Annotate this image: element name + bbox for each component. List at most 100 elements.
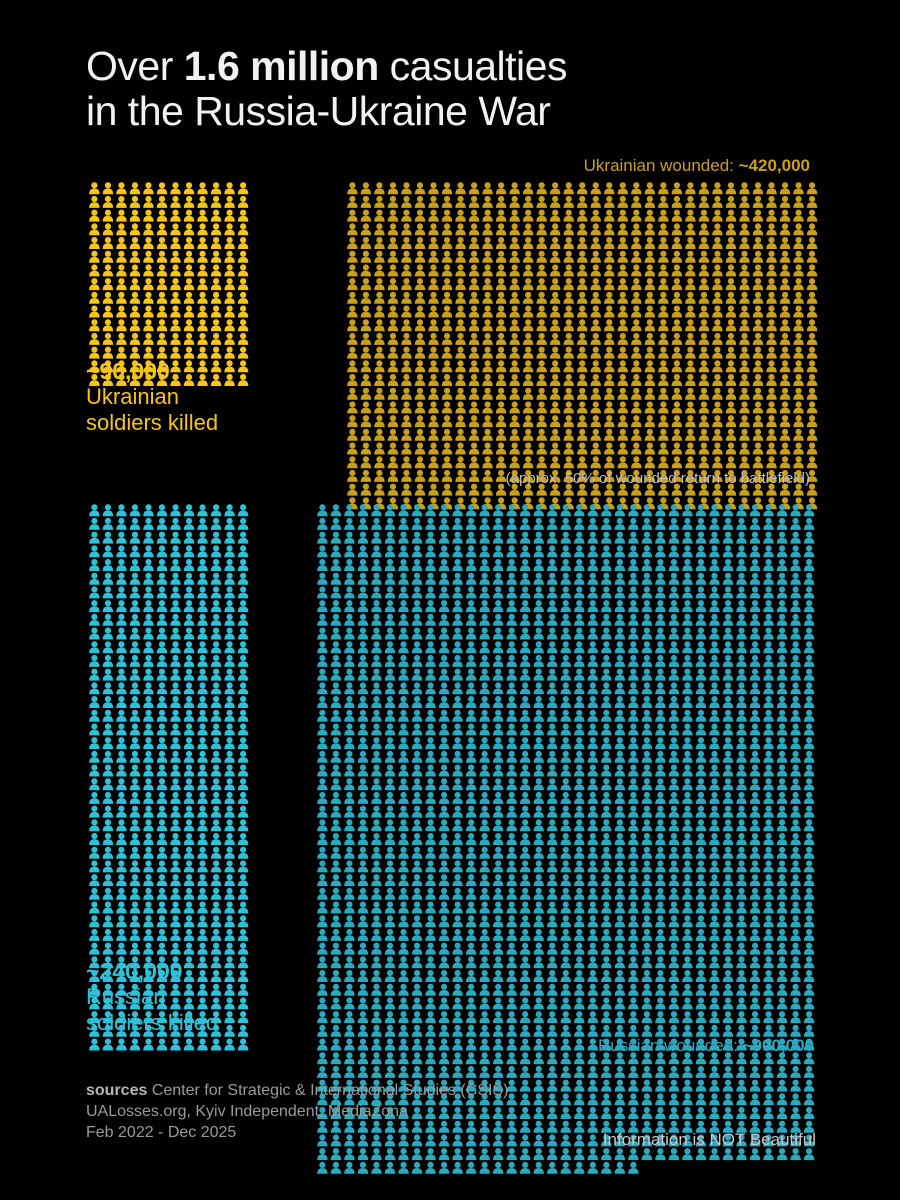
ru-wounded-icon bbox=[655, 1065, 666, 1078]
ua-wounded-icon bbox=[455, 278, 466, 291]
ru-wounded-icon bbox=[479, 1052, 490, 1065]
ua-wounded-icon bbox=[495, 374, 507, 386]
ru-wounded-icon bbox=[560, 942, 571, 955]
ru-wounded-icon bbox=[776, 723, 788, 736]
ru-wounded-icon bbox=[722, 531, 734, 544]
ru-wounded-icon bbox=[695, 997, 707, 1010]
ru-wounded-icon bbox=[614, 504, 626, 517]
ru-wounded-icon bbox=[465, 915, 477, 928]
ru-killed-icon bbox=[102, 942, 114, 955]
ru-wounded-icon bbox=[452, 586, 463, 599]
ru-wounded-icon bbox=[560, 887, 571, 900]
ru-killed-icon bbox=[156, 887, 168, 900]
ua-wounded-icon bbox=[360, 346, 372, 359]
ru-killed-icon bbox=[197, 641, 208, 654]
ru-wounded-icon bbox=[695, 654, 707, 667]
ru-wounded-icon bbox=[682, 723, 693, 736]
ru-wounded-icon bbox=[614, 942, 626, 955]
ua-wounded-icon bbox=[698, 237, 710, 249]
ua-killed-icon bbox=[156, 237, 168, 249]
ua-wounded-icon bbox=[671, 387, 683, 400]
ru-killed-icon bbox=[116, 997, 127, 1010]
ru-wounded-icon bbox=[614, 1079, 626, 1092]
ua-wounded-icon bbox=[414, 456, 426, 469]
ua-wounded-icon bbox=[725, 332, 737, 345]
ru-wounded-icon bbox=[790, 901, 801, 914]
ru-wounded-icon bbox=[452, 764, 463, 777]
ru-wounded-icon bbox=[628, 1052, 639, 1065]
ua-wounded-icon bbox=[509, 223, 520, 236]
ua-wounded-icon bbox=[685, 278, 696, 291]
ua-wounded-icon bbox=[590, 360, 601, 373]
ru-wounded-icon bbox=[438, 627, 450, 640]
ru-wounded-icon bbox=[560, 997, 571, 1010]
ru-wounded-icon bbox=[574, 1011, 585, 1024]
ua-wounded-icon bbox=[631, 291, 642, 304]
ru-wounded-icon bbox=[317, 668, 328, 681]
ru-wounded-icon bbox=[587, 654, 598, 667]
ru-wounded-icon bbox=[641, 928, 653, 941]
ru-wounded-icon bbox=[722, 1120, 734, 1133]
ua-wounded-icon bbox=[604, 428, 615, 441]
ru-wounded-icon bbox=[506, 531, 517, 544]
ru-wounded-icon bbox=[560, 1107, 571, 1119]
ua-wounded-icon bbox=[428, 237, 439, 249]
ua-wounded-icon bbox=[806, 456, 818, 469]
ru-wounded-icon bbox=[560, 846, 571, 859]
ua-wounded-icon bbox=[414, 250, 426, 263]
ru-wounded-icon bbox=[492, 942, 504, 955]
ua-wounded-icon bbox=[590, 250, 601, 263]
ru-killed-icon bbox=[143, 819, 154, 832]
ru-wounded-icon bbox=[492, 846, 504, 859]
ru-wounded-icon bbox=[641, 1093, 653, 1106]
ru-wounded-icon bbox=[344, 874, 355, 887]
ru-wounded-icon bbox=[330, 1038, 342, 1051]
ua-wounded-icon bbox=[766, 305, 777, 318]
ru-wounded-icon bbox=[547, 1011, 558, 1024]
ru-wounded-icon bbox=[709, 1093, 720, 1106]
ru-wounded-icon bbox=[330, 709, 342, 722]
ru-wounded-icon bbox=[601, 874, 612, 887]
ru-wounded-icon bbox=[398, 504, 409, 517]
ru-wounded-icon bbox=[520, 1052, 531, 1065]
ru-wounded-icon bbox=[587, 791, 598, 804]
ru-wounded-icon bbox=[384, 901, 396, 914]
ru-wounded-icon bbox=[371, 791, 382, 804]
ru-killed-icon bbox=[210, 915, 222, 928]
ru-wounded-icon bbox=[709, 627, 720, 640]
ru-wounded-icon bbox=[803, 928, 815, 941]
ua-wounded-icon bbox=[455, 483, 466, 496]
ua-wounded-icon bbox=[725, 456, 737, 469]
ru-wounded-icon bbox=[776, 942, 788, 955]
ru-wounded-icon bbox=[736, 1024, 747, 1037]
ru-wounded-icon bbox=[344, 764, 355, 777]
ru-wounded-icon bbox=[492, 709, 504, 722]
ua-wounded-icon bbox=[387, 250, 399, 263]
ru-wounded-icon bbox=[398, 1065, 409, 1078]
ru-killed-icon bbox=[237, 791, 249, 804]
ru-wounded-icon bbox=[317, 983, 328, 996]
ru-wounded-icon bbox=[506, 1148, 517, 1161]
ua-wounded-icon bbox=[550, 223, 561, 236]
ru-wounded-icon bbox=[709, 997, 720, 1010]
ru-wounded-icon bbox=[452, 504, 463, 517]
ru-wounded-icon bbox=[749, 846, 761, 859]
ru-killed-icon bbox=[89, 956, 100, 969]
ua-killed-icon bbox=[224, 250, 235, 263]
ru-killed-icon bbox=[183, 737, 195, 750]
ua-wounded-icon bbox=[617, 428, 628, 441]
ru-wounded-icon bbox=[574, 1148, 585, 1161]
ua-killed-icon bbox=[102, 319, 114, 332]
ru-wounded-icon bbox=[317, 737, 328, 750]
ua-wounded-icon bbox=[725, 237, 737, 249]
ru-killed-icon bbox=[89, 545, 100, 558]
ru-killed-icon bbox=[143, 805, 154, 818]
ua-killed-line2: soldiers killed bbox=[86, 410, 219, 435]
ua-wounded-icon bbox=[725, 360, 737, 373]
ua-wounded-icon bbox=[536, 374, 547, 386]
ru-wounded-icon bbox=[790, 1134, 801, 1147]
ru-killed-icon bbox=[210, 764, 222, 777]
ru-wounded-icon bbox=[655, 915, 666, 928]
ua-wounded-icon bbox=[617, 401, 628, 414]
ru-wounded-icon bbox=[722, 997, 734, 1010]
